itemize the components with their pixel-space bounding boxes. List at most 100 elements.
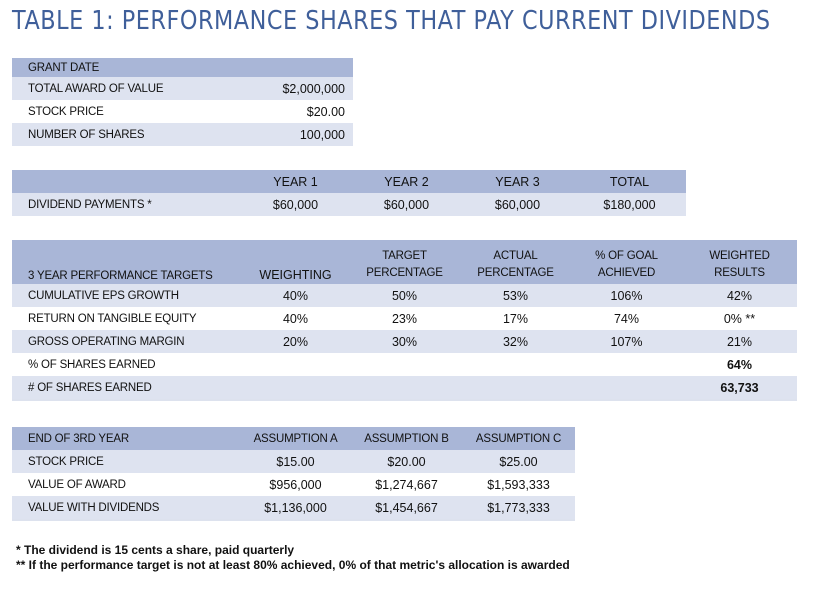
row-label: TOTAL AWARD OF VALUE	[12, 77, 242, 100]
header-line: ACHIEVED	[597, 267, 656, 279]
header-line: PERCENTAGE	[366, 267, 443, 279]
cell-value: 107%	[571, 330, 682, 353]
cell-value: 21%	[682, 330, 797, 353]
table-header-row: 3 YEAR PERFORMANCE TARGETS WEIGHTING TAR…	[12, 240, 797, 284]
footnote: * The dividend is 15 cents a share, paid…	[16, 543, 295, 557]
column-header: WEIGHTED RESULTS	[682, 240, 797, 284]
table-row: % OF SHARES EARNED 64%	[12, 353, 797, 376]
cell-value: 32%	[460, 330, 571, 353]
header-line: WEIGHTED	[709, 250, 770, 262]
table-row: RETURN ON TANGIBLE EQUITY 40% 23% 17% 74…	[12, 307, 797, 330]
dividend-table: YEAR 1 YEAR 2 YEAR 3 TOTAL DIVIDEND PAYM…	[12, 170, 686, 216]
grant-date-table: GRANT DATE TOTAL AWARD OF VALUE $2,000,0…	[12, 58, 353, 146]
cell-value: 74%	[571, 307, 682, 330]
cell-value: $60,000	[240, 193, 351, 216]
row-label: # OF SHARES EARNED	[12, 376, 242, 401]
column-header: ACTUAL PERCENTAGE	[460, 240, 571, 284]
table-row: TOTAL AWARD OF VALUE $2,000,000	[12, 77, 353, 100]
footnote: ** If the performance target is not at l…	[16, 558, 570, 572]
table-row: VALUE OF AWARD $956,000 $1,274,667 $1,59…	[12, 473, 575, 496]
column-header: YEAR 1	[240, 170, 351, 193]
empty-cell	[460, 376, 571, 401]
row-label: GROSS OPERATING MARGIN	[12, 330, 242, 353]
empty-header-cell	[12, 170, 240, 193]
row-value: $20.00	[242, 100, 353, 123]
column-header: YEAR 2	[351, 170, 462, 193]
cell-value: 42%	[682, 284, 797, 307]
row-value: 100,000	[242, 123, 353, 146]
cell-value: $25.00	[462, 450, 575, 473]
row-label: CUMULATIVE EPS GROWTH	[12, 284, 242, 307]
cell-value: 40%	[242, 284, 349, 307]
table-row: NUMBER OF SHARES 100,000	[12, 123, 353, 146]
cell-value: 50%	[349, 284, 460, 307]
empty-cell	[349, 376, 460, 401]
header-line: RESULTS	[714, 267, 765, 279]
column-header: ASSUMPTION C	[462, 427, 575, 450]
empty-cell	[242, 353, 349, 376]
row-label: STOCK PRICE	[12, 100, 242, 123]
shares-earned-count: 63,733	[682, 376, 797, 401]
table-row: # OF SHARES EARNED 63,733	[12, 376, 797, 401]
footnotes: * The dividend is 15 cents a share, paid…	[16, 543, 570, 573]
cell-value: 20%	[242, 330, 349, 353]
header-line: PERCENTAGE	[477, 267, 554, 279]
cell-value: $15.00	[240, 450, 351, 473]
header-line: ACTUAL	[493, 250, 538, 262]
row-label: DIVIDEND PAYMENTS *	[12, 193, 240, 216]
empty-cell	[349, 353, 460, 376]
column-header: TOTAL	[573, 170, 686, 193]
cell-value: $956,000	[240, 473, 351, 496]
cell-value: $60,000	[462, 193, 573, 216]
empty-cell	[460, 353, 571, 376]
cell-value: 53%	[460, 284, 571, 307]
row-value: $2,000,000	[242, 77, 353, 100]
cell-value: 0% **	[682, 307, 797, 330]
table-header-row: END OF 3RD YEAR ASSUMPTION A ASSUMPTION …	[12, 427, 575, 450]
cell-value: 106%	[571, 284, 682, 307]
empty-cell	[242, 376, 349, 401]
row-label: VALUE WITH DIVIDENDS	[12, 496, 240, 521]
column-header: END OF 3RD YEAR	[12, 427, 240, 450]
header-line: TARGET	[382, 250, 427, 262]
column-header: WEIGHTING	[242, 240, 349, 284]
column-header: TARGET PERCENTAGE	[349, 240, 460, 284]
cell-value: 30%	[349, 330, 460, 353]
column-header: 3 YEAR PERFORMANCE TARGETS	[12, 240, 242, 284]
page-title: TABLE 1: PERFORMANCE SHARES THAT PAY CUR…	[12, 6, 771, 36]
column-header: YEAR 3	[462, 170, 573, 193]
row-label: % OF SHARES EARNED	[12, 353, 242, 376]
table-row: GROSS OPERATING MARGIN 20% 30% 32% 107% …	[12, 330, 797, 353]
column-header: ASSUMPTION A	[240, 427, 351, 450]
cell-value: $1,773,333	[462, 496, 575, 521]
cell-value: 17%	[460, 307, 571, 330]
table-header-row: YEAR 1 YEAR 2 YEAR 3 TOTAL	[12, 170, 686, 193]
cell-value: $1,593,333	[462, 473, 575, 496]
table-row: VALUE WITH DIVIDENDS $1,136,000 $1,454,6…	[12, 496, 575, 521]
cell-value: 40%	[242, 307, 349, 330]
shares-earned-percent: 64%	[682, 353, 797, 376]
grant-date-header: GRANT DATE	[12, 58, 353, 77]
table-row: CUMULATIVE EPS GROWTH 40% 50% 53% 106% 4…	[12, 284, 797, 307]
row-label: RETURN ON TANGIBLE EQUITY	[12, 307, 242, 330]
column-header: % OF GOAL ACHIEVED	[571, 240, 682, 284]
cell-value: $1,454,667	[351, 496, 462, 521]
row-label: NUMBER OF SHARES	[12, 123, 242, 146]
header-line: % OF GOAL	[595, 250, 658, 262]
cell-value: $60,000	[351, 193, 462, 216]
table-row: DIVIDEND PAYMENTS * $60,000 $60,000 $60,…	[12, 193, 686, 216]
cell-value: $1,136,000	[240, 496, 351, 521]
table-row: STOCK PRICE $20.00	[12, 100, 353, 123]
table-row: STOCK PRICE $15.00 $20.00 $25.00	[12, 450, 575, 473]
cell-value: 23%	[349, 307, 460, 330]
performance-table: 3 YEAR PERFORMANCE TARGETS WEIGHTING TAR…	[12, 240, 797, 401]
cell-value: $20.00	[351, 450, 462, 473]
row-label: STOCK PRICE	[12, 450, 240, 473]
column-header: ASSUMPTION B	[351, 427, 462, 450]
empty-cell	[571, 376, 682, 401]
end-of-year-table: END OF 3RD YEAR ASSUMPTION A ASSUMPTION …	[12, 427, 575, 521]
cell-value: $1,274,667	[351, 473, 462, 496]
empty-cell	[571, 353, 682, 376]
row-label: VALUE OF AWARD	[12, 473, 240, 496]
cell-value: $180,000	[573, 193, 686, 216]
